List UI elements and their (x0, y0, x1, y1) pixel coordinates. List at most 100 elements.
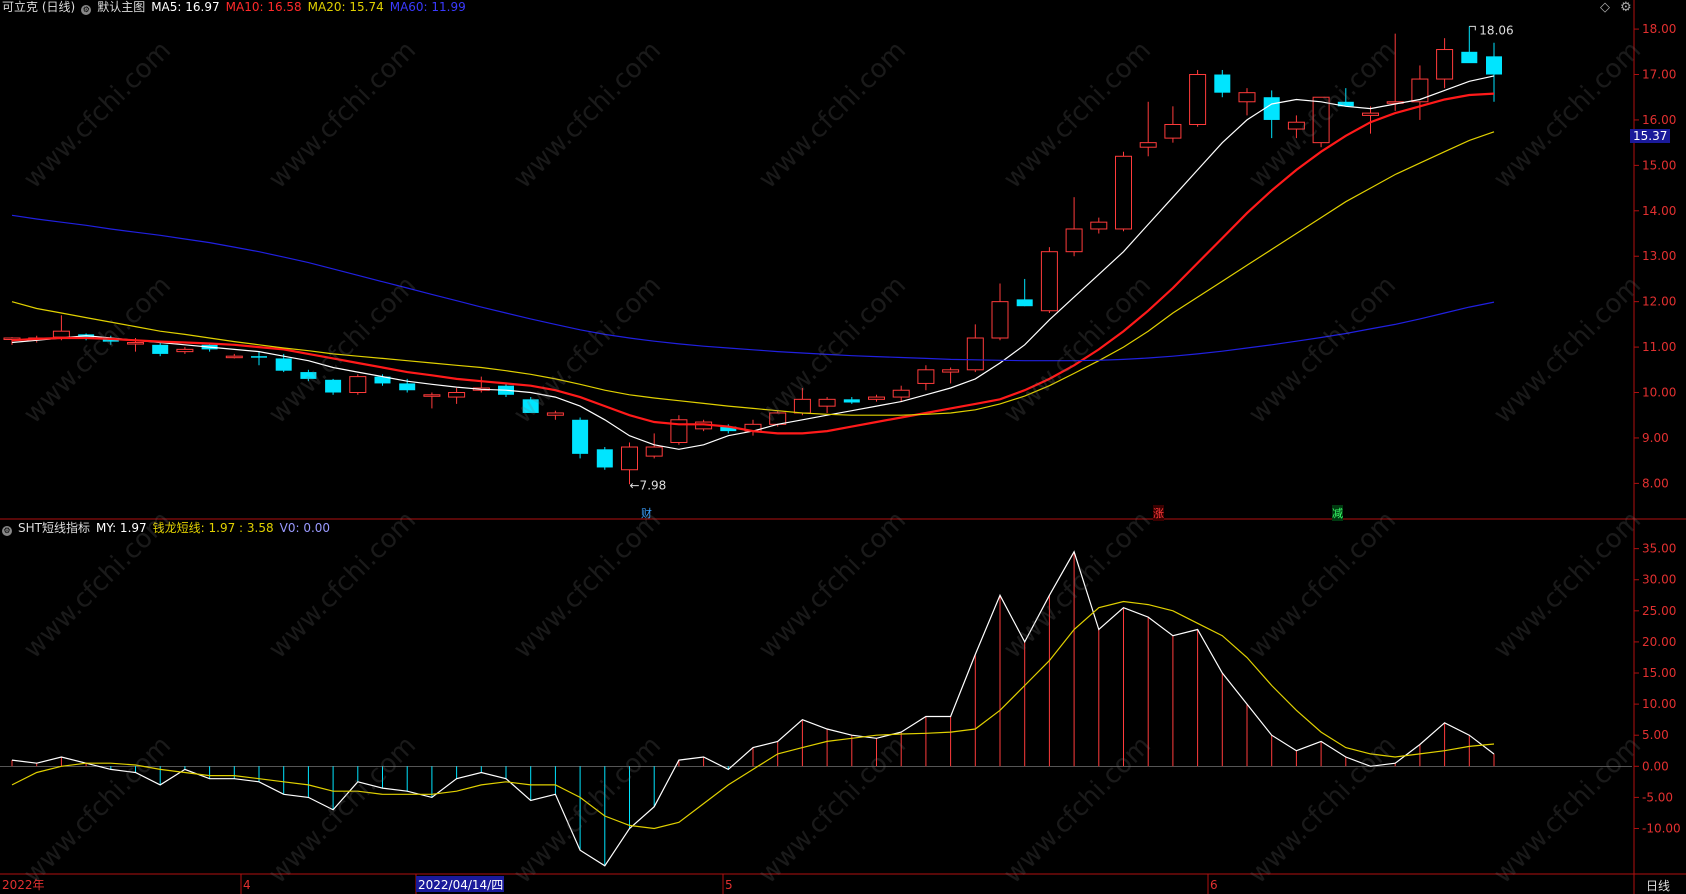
event-marker-reduce[interactable]: 减 (1332, 505, 1343, 521)
candle-body-down (275, 358, 292, 371)
candle-body-up (917, 369, 935, 384)
candle-body-up (645, 446, 663, 457)
diamond-icon[interactable]: ◇ (1600, 0, 1610, 15)
current-price-tag: 15.37 (1630, 129, 1671, 143)
ma10-value: MA10: 16.58 (225, 0, 302, 14)
main-chart-header: 可立克 (日线) ⚙ 默认主图 MA5: 16.97 MA10: 16.58 MA20: … (2, 0, 472, 15)
candle-body-up (1139, 142, 1157, 148)
candle-body-up (1164, 123, 1182, 139)
candle-body-up (225, 355, 243, 359)
candle-body-down (1016, 299, 1033, 307)
period-label[interactable]: 日线 (1646, 879, 1671, 893)
price-tick-label: 18.00 (1642, 22, 1676, 36)
indicator-tick-label: 30.00 (1642, 573, 1676, 587)
indicator-tick-label: -5.00 (1642, 790, 1673, 804)
price-tick-label: 9.00 (1642, 431, 1669, 445)
price-tick-label: 12.00 (1642, 295, 1676, 309)
candle-body-down (720, 426, 737, 432)
candle-body-up (991, 301, 1009, 339)
candle-body-down (300, 372, 317, 379)
date-tick-label: 6 (1210, 878, 1218, 892)
event-marker-rise[interactable]: 涨 (1153, 505, 1164, 521)
candle-body-down (399, 383, 416, 391)
indicator-tick-label: 10.00 (1642, 697, 1676, 711)
high-marker (1469, 25, 1476, 31)
candle-body-up (423, 394, 441, 397)
candle-body-down (522, 399, 539, 413)
date-tick-label: 4 (243, 878, 251, 892)
candle-body-down (1214, 74, 1231, 93)
indicator-tick-label: 25.00 (1642, 604, 1676, 618)
candle-body-up (621, 446, 638, 471)
price-tick-label: 15.00 (1642, 158, 1676, 172)
candle-body-down (1337, 101, 1354, 107)
candle-body-down (1486, 56, 1502, 75)
ma5-value: MA5: 16.97 (151, 0, 220, 14)
candle-body-up (1287, 121, 1305, 130)
qlx-value: 钱龙短线: 1.97 : 3.58 (152, 521, 274, 535)
candle-body-up (1362, 112, 1379, 116)
ma20-value: MA20: 15.74 (307, 0, 384, 14)
v0-value: V0: 0.00 (279, 521, 331, 535)
main-label[interactable]: 默认主图 (97, 0, 146, 14)
settings-small-icon[interactable]: ⚙ (1620, 0, 1632, 15)
candle-body-up (546, 412, 564, 416)
candle-body-down (596, 449, 613, 468)
candle-body-down (325, 379, 342, 393)
candle-body-up (1189, 74, 1207, 125)
my-line (11, 550, 1495, 867)
candle-body-down (152, 344, 169, 354)
price-tick-label: 17.00 (1642, 68, 1676, 82)
candle-body-up (127, 342, 144, 345)
ma10-line (11, 92, 1495, 435)
candle-body-down (1263, 97, 1280, 120)
date-tick-label: 5 (725, 878, 733, 892)
price-tick-label: 13.00 (1642, 249, 1676, 263)
price-tick-label: 14.00 (1642, 204, 1676, 218)
candle-body-up (942, 369, 960, 373)
candle-body-up (1090, 221, 1108, 230)
price-tick-label: 11.00 (1642, 340, 1676, 354)
candle-body-up (176, 348, 194, 353)
candle-body-up (966, 337, 984, 371)
high-label: 18.06 (1479, 23, 1513, 37)
indicator-header: ⚙ SHT短线指标 MY: 1.97 钱龙短线: 1.97 : 3.58 V0: 0.0… (2, 521, 336, 536)
candle-body-up (1411, 78, 1429, 103)
candle-body-up (1115, 155, 1132, 230)
price-tick-label: 10.00 (1642, 386, 1676, 400)
low-label: ←7.98 (630, 478, 667, 492)
my-value: MY: 1.97 (95, 521, 147, 535)
candle-body-up (349, 376, 367, 394)
candle-body-up (52, 330, 70, 338)
candle-body-up (818, 398, 836, 407)
qlx-line (11, 600, 1495, 830)
indicator-tick-label: -10.00 (1642, 821, 1681, 835)
candle-body-down (572, 419, 589, 454)
indicator-name[interactable]: SHT短线指标 (18, 521, 90, 535)
ma20-line (11, 131, 1495, 416)
candle-body-up (1040, 251, 1058, 312)
candle-body-down (251, 356, 267, 358)
candle-body-down (1461, 51, 1478, 64)
indicator-tick-label: 15.00 (1642, 666, 1676, 680)
candle-body-up (1436, 49, 1454, 80)
ma60-value: MA60: 11.99 (389, 0, 466, 14)
candle-body-up (1312, 96, 1330, 144)
candle-body-up (670, 419, 688, 443)
candle-body-up (448, 392, 466, 398)
candle-body-up (1065, 228, 1083, 253)
indicator-tick-label: 0.00 (1642, 759, 1669, 773)
price-tick-label: 16.00 (1642, 113, 1676, 127)
indicator-tick-label: 35.00 (1642, 542, 1676, 556)
candle-body-down (374, 376, 391, 384)
date-tick-label: 2022年 (2, 878, 45, 892)
stock-title: 可立克 (日线) (2, 0, 76, 14)
date-tick-label: 2022/04/14/四 (418, 878, 503, 892)
indicator-tick-label: 5.00 (1642, 728, 1669, 742)
event-marker-finance[interactable]: 财 (641, 507, 652, 520)
indicator-tick-label: 20.00 (1642, 635, 1676, 649)
settings-circle-icon[interactable]: ⚙ (81, 5, 92, 15)
indicator-settings-icon[interactable]: ⚙ (2, 526, 12, 536)
